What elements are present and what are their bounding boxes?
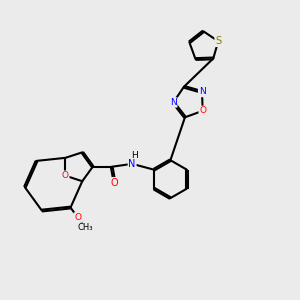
Text: S: S (215, 36, 221, 46)
Text: N: N (128, 159, 136, 169)
Text: O: O (111, 178, 119, 188)
Text: O: O (74, 213, 81, 222)
Text: H: H (131, 151, 137, 160)
Text: O: O (62, 171, 69, 180)
Text: N: N (199, 88, 206, 97)
Text: CH₃: CH₃ (77, 223, 93, 232)
Text: N: N (170, 98, 177, 107)
Text: O: O (199, 106, 206, 115)
